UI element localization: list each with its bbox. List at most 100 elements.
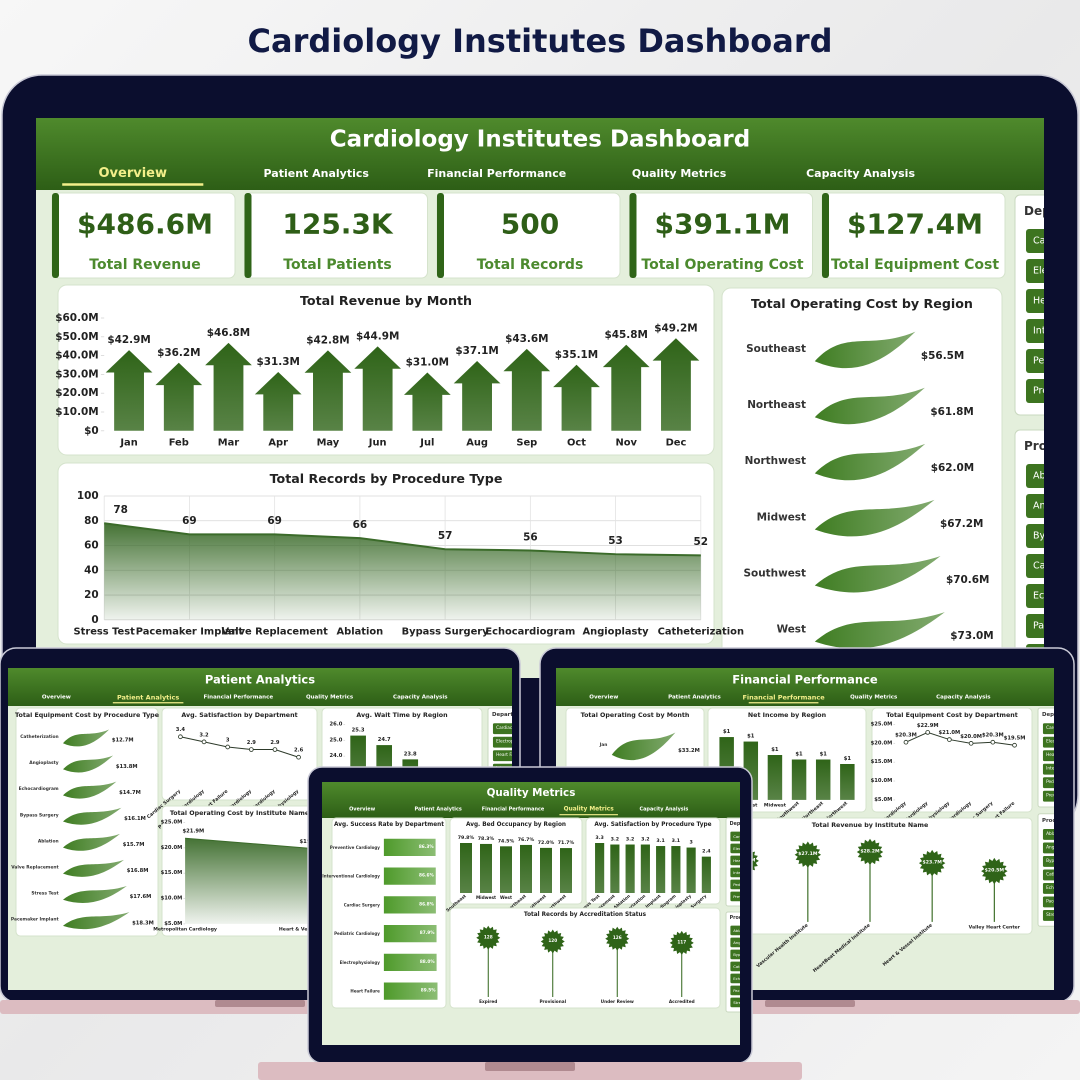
nav-tab[interactable]: Overview [349,807,375,813]
slicer-button[interactable] [1042,750,1070,762]
slicer-button[interactable] [1042,829,1070,840]
slicer-button[interactable] [1026,379,1080,403]
value-label: $45.8M [605,329,648,341]
slicer-button[interactable] [1026,259,1080,283]
slicer-button[interactable] [730,879,754,890]
slicer-button[interactable] [1026,319,1080,343]
value-label: $20.3M [982,733,1004,739]
screen-title: Quality Metrics [487,787,576,799]
nav-tab[interactable]: Patient Analytics [264,167,370,180]
slicer-button[interactable] [1042,896,1070,908]
value-label: 72.0% [538,840,555,846]
slicer-button[interactable] [730,937,754,948]
active-tab[interactable]: Financial Performance [742,693,825,701]
bar [383,953,437,971]
slicer-button[interactable] [730,831,754,842]
bar [791,759,807,800]
nav-tab[interactable]: Patient Analytics [668,694,721,700]
leaf-bar [814,331,916,369]
slicer-button[interactable] [730,925,754,936]
slicer-button[interactable] [730,855,754,866]
nav-tab[interactable]: Financial Performance [427,167,566,180]
x-tick-label: Sep [516,437,537,448]
slicer-button[interactable] [730,997,754,1008]
slicer-item: Echocardiogram [1046,885,1080,891]
slicer-button[interactable] [1026,464,1080,488]
nav-tab[interactable]: Capacity Analysis [639,807,688,813]
slicer-button[interactable] [1026,229,1080,253]
slicer-button[interactable] [730,961,754,972]
slicer-button[interactable] [492,750,520,762]
value-label: 23.8 [404,751,417,757]
slicer-button[interactable] [1026,524,1080,548]
slicer-button[interactable] [1026,614,1080,638]
nav-tab[interactable]: Patient Analytics [415,807,462,813]
lollipop-head [981,857,1008,885]
slicer-button[interactable] [1042,869,1070,881]
slicer-button[interactable] [492,723,520,735]
slicer-item: Bypass Surgery [733,952,763,957]
chart-title: Avg. Bed Occupancy by Region [466,822,566,828]
value-label: $35.1M [555,349,598,361]
slicer-button[interactable] [1026,554,1080,578]
slicer-button[interactable] [1042,883,1070,894]
value-label: $1 [795,752,803,758]
nav-tab[interactable]: Financial Performance [204,694,274,700]
leaf-bar [63,781,117,799]
y-tick-label: $20.0M [161,845,183,851]
slicer-button[interactable] [730,985,754,996]
slicer-button[interactable] [1042,777,1070,789]
slicer-button[interactable] [1042,910,1070,921]
slicer-button[interactable] [730,973,754,984]
slicer-button[interactable] [1042,723,1070,735]
nav-tab[interactable]: Overview [589,694,618,700]
slicer-button[interactable] [730,843,754,854]
x-tick-label: Dec [666,437,687,448]
x-tick-label: Metropolitan Cardiology [153,926,217,932]
slicer-button[interactable] [730,867,754,878]
nav-tab[interactable]: Quality Metrics [632,167,727,180]
nav-tab[interactable]: Overview [42,694,71,700]
slicer-button[interactable] [730,891,754,902]
slicer-button[interactable] [1026,584,1080,608]
nav-tab[interactable]: Quality Metrics [306,694,354,700]
slicer-button[interactable] [730,949,754,960]
nav-tab[interactable]: Capacity Analysis [806,167,915,180]
slicer-button[interactable] [1026,494,1080,518]
active-tab[interactable]: Overview [99,166,168,181]
device-notch [215,1000,305,1007]
active-tab[interactable]: Patient Analytics [117,693,179,701]
nav-tab[interactable]: Capacity Analysis [393,694,448,700]
slicer-button[interactable] [1042,842,1070,854]
value-label: $67.2M [940,518,983,530]
value-label: $46.8M [207,327,250,339]
leaf-bar [63,886,127,903]
y-tick-label: 25.0 [329,737,342,743]
kpi-value: $391.1M [655,208,791,241]
slicer-item: Catheterization [1033,561,1080,572]
slicer-item: Angioplasty [1046,844,1072,850]
kpi-accent [437,193,444,278]
kpi-accent [244,193,252,278]
slicer-button[interactable] [1042,790,1070,802]
slicer-button[interactable] [1042,856,1070,867]
point [990,739,996,745]
slicer-button[interactable] [1042,736,1070,748]
nav-tab[interactable]: Quality Metrics [850,694,898,700]
bar [520,844,532,893]
point [225,744,231,750]
category-label: Interventional Cardiology [322,874,380,879]
slicer-button[interactable] [1042,763,1070,775]
slicer-button[interactable] [1026,349,1080,373]
slicer-item: Echocardiogram [1033,591,1080,602]
nav-tab[interactable]: Capacity Analysis [936,694,991,700]
active-tab[interactable]: Quality Metrics [564,807,615,813]
x-tick-label: Mar [218,437,239,448]
slicer-button[interactable] [492,736,520,748]
value-label: $18.3M [132,920,154,926]
point [903,739,909,745]
nav-tab[interactable]: Financial Performance [482,807,545,813]
slicer-item: Angioplasty [733,940,756,945]
slicer-button[interactable] [1026,289,1080,313]
